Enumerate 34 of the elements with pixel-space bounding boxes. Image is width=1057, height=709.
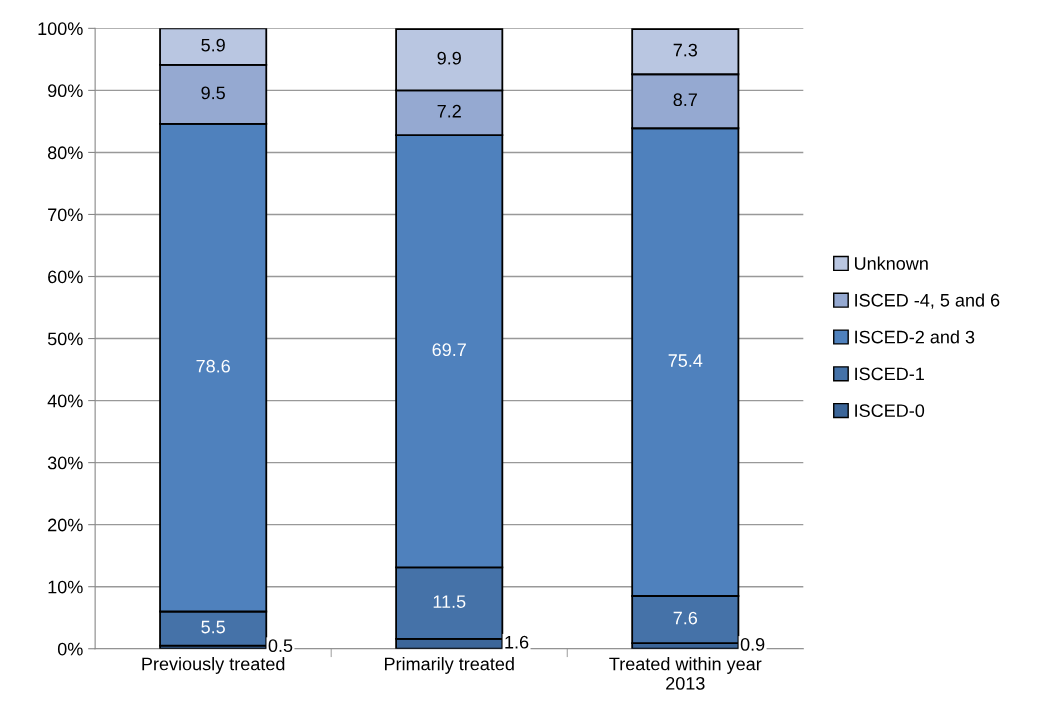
data-label: 7.3 [673, 43, 698, 57]
data-label: 9.5 [201, 86, 225, 100]
legend-label: ISCED-0 [855, 404, 925, 418]
x-tick-label: Primarily treated [384, 657, 514, 674]
data-label: 7.6 [673, 611, 698, 625]
x-tick-label: Treated within year 2013 [609, 657, 762, 690]
data-label: 0.9 [740, 638, 765, 651]
x-tick-label: Previously treated [142, 657, 285, 674]
legend-label: ISCED-2 and 3 [855, 330, 975, 344]
y-tick-label: 0% [57, 642, 83, 656]
data-label: 75.4 [668, 354, 703, 367]
y-tick-label: 20% [48, 518, 83, 532]
y-tick-label: 50% [47, 332, 83, 346]
data-label: 0.5 [268, 639, 293, 653]
y-tick-label: 80% [47, 146, 83, 160]
data-label: 7.2 [437, 104, 461, 118]
data-label: 9.9 [437, 51, 461, 65]
data-label: 5.9 [201, 38, 225, 52]
data-label: 5.5 [201, 620, 225, 634]
y-tick-label: 70% [48, 208, 83, 222]
y-tick-label: 90% [48, 84, 83, 98]
data-label: 1.6 [505, 635, 529, 649]
y-tick-label: 100% [38, 22, 83, 36]
data-label: 69.7 [432, 343, 466, 357]
y-tick-label: 60% [48, 270, 83, 284]
data-label: 8.7 [673, 93, 697, 107]
data-label: 78.6 [196, 359, 230, 373]
y-tick-label: 40% [47, 394, 83, 408]
data-label: 11.5 [433, 595, 466, 608]
legend-label: Unknown [854, 256, 928, 270]
y-tick-label: 10% [48, 580, 83, 594]
legend-label: ISCED -4, 5 and 6 [855, 293, 1000, 309]
y-tick-label: 30% [47, 456, 83, 470]
legend-label: ISCED-1 [855, 367, 924, 381]
